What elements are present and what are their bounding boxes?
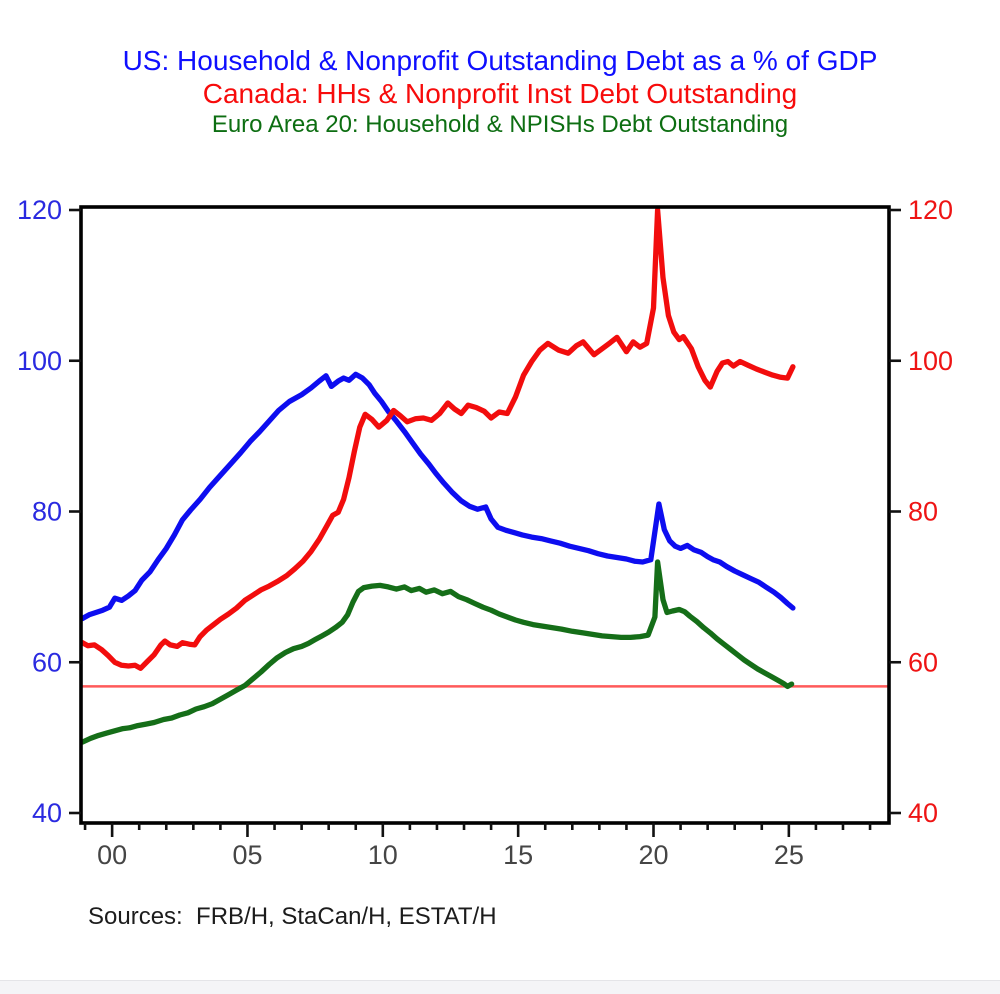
us-line: [79, 371, 796, 622]
title-euro: Euro Area 20: Household & NPISHs Debt Ou…: [211, 111, 789, 138]
x-tick-label: 05: [232, 840, 262, 870]
plot-frame: [79, 205, 891, 825]
y-tick-label-right: 40: [908, 798, 938, 828]
y-tick-label-right: 60: [908, 647, 938, 677]
y-tick-label-right: 120: [908, 195, 953, 225]
sources-note: Sources: FRB/H, StaCan/H, ESTAT/H: [88, 903, 497, 930]
y-tick-label-left: 40: [32, 798, 62, 828]
y-tick-label-left: 120: [17, 195, 62, 225]
x-tick-label: 00: [97, 840, 127, 870]
title-canada: Canada: HHs & Nonprofit Inst Debt Outsta…: [202, 78, 798, 109]
x-tick-label: 15: [503, 840, 533, 870]
x-tick-label: 20: [638, 840, 668, 870]
plot-frame-group: [79, 205, 891, 825]
series-lines-group: [79, 207, 796, 745]
title-us: US: Household & Nonprofit Outstanding De…: [122, 45, 878, 76]
x-axis-group: 00 05 10 15 20 25: [83, 823, 872, 870]
y-tick-label-right: 100: [908, 346, 953, 376]
y-tick-label-right: 80: [908, 497, 938, 527]
x-tick-label: 25: [774, 840, 804, 870]
chart-title-block: US: Household & Nonprofit Outstanding De…: [0, 44, 1000, 139]
y-axes-group: 40 40 60 60 80 80 100 100 120 120: [17, 195, 953, 828]
euro-line: [79, 559, 795, 745]
bottom-edge-strip: [0, 980, 1000, 994]
y-tick-label-left: 80: [32, 497, 62, 527]
y-tick-label-left: 60: [32, 647, 62, 677]
x-tick-label: 10: [368, 840, 398, 870]
canada-line: [79, 207, 796, 671]
y-tick-label-left: 100: [17, 346, 62, 376]
